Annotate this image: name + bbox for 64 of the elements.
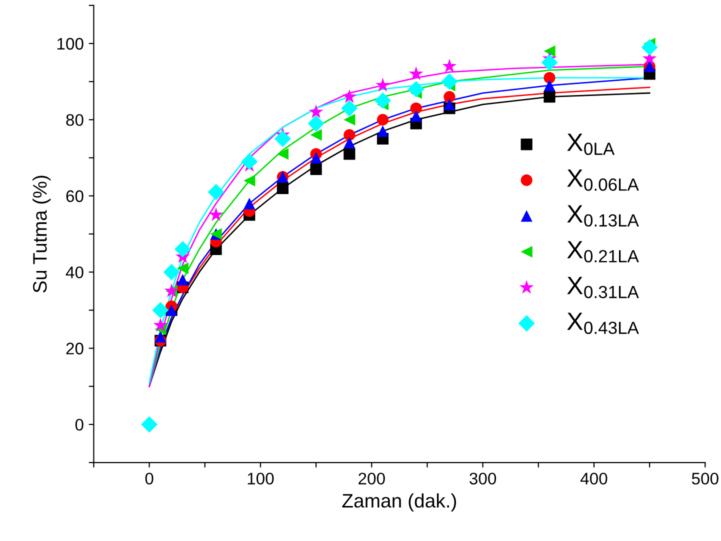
point bbox=[153, 318, 168, 332]
point bbox=[310, 129, 322, 141]
point bbox=[344, 114, 356, 126]
point bbox=[376, 78, 390, 92]
point bbox=[310, 152, 322, 164]
point bbox=[244, 198, 256, 210]
point bbox=[241, 153, 258, 170]
point bbox=[276, 148, 289, 160]
y-tick-label: 0 bbox=[75, 418, 84, 431]
y-tick-label: 20 bbox=[66, 342, 84, 354]
point bbox=[141, 416, 158, 433]
y-axis-title: Su Tutma (%) bbox=[32, 176, 51, 293]
point bbox=[276, 182, 289, 194]
point bbox=[344, 129, 356, 141]
x-tick-label: 300 bbox=[470, 472, 496, 485]
x-tick-label: 400 bbox=[580, 472, 608, 485]
point bbox=[376, 114, 389, 126]
point bbox=[208, 207, 224, 222]
point bbox=[244, 174, 256, 186]
point bbox=[208, 184, 224, 200]
point bbox=[176, 262, 188, 274]
point bbox=[442, 58, 457, 73]
legend-label: X$_{0.13LA}$ bbox=[567, 205, 639, 227]
point bbox=[444, 98, 456, 110]
point bbox=[274, 130, 291, 147]
point bbox=[408, 66, 424, 80]
x-tick-label: 0 bbox=[145, 472, 154, 485]
point bbox=[310, 163, 322, 176]
point bbox=[174, 241, 191, 258]
legend-label: X$_{0.31LA}$ bbox=[567, 276, 639, 298]
point bbox=[641, 39, 658, 56]
point bbox=[154, 331, 166, 343]
point bbox=[544, 45, 556, 57]
legend-label: X$_{0.06LA}$ bbox=[567, 169, 639, 191]
point bbox=[544, 80, 556, 92]
legend-label: X$_{0.43LA}$ bbox=[567, 312, 639, 334]
point bbox=[541, 54, 558, 71]
legend-label: X$_{0.21LA}$ bbox=[567, 241, 639, 262]
point bbox=[308, 115, 324, 132]
point bbox=[408, 81, 424, 98]
point bbox=[544, 72, 556, 84]
point bbox=[410, 102, 422, 114]
point bbox=[441, 73, 458, 90]
point bbox=[163, 264, 180, 280]
y-tick-label: 100 bbox=[57, 38, 84, 50]
point bbox=[152, 302, 169, 318]
point bbox=[341, 100, 358, 116]
x-tick-label: 100 bbox=[248, 472, 274, 485]
point bbox=[374, 92, 391, 109]
y-tick-label: 80 bbox=[66, 114, 84, 126]
point bbox=[544, 91, 556, 103]
y-tick-label: 40 bbox=[66, 266, 84, 278]
point bbox=[344, 136, 356, 148]
x-tick-label: 500 bbox=[692, 472, 718, 485]
point bbox=[344, 148, 356, 160]
point bbox=[342, 89, 357, 103]
x-axis-title: Zaman (dak.) bbox=[342, 493, 456, 512]
y-tick-label: 60 bbox=[66, 190, 84, 202]
x-tick-label: 200 bbox=[358, 472, 385, 485]
legend-label: X$_{0LA}$ bbox=[567, 134, 615, 156]
point bbox=[376, 125, 389, 137]
point bbox=[308, 104, 324, 118]
point bbox=[410, 110, 422, 122]
point bbox=[176, 274, 188, 286]
